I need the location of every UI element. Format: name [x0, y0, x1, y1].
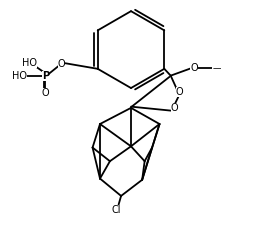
Text: O: O	[58, 60, 66, 69]
Text: —: —	[212, 64, 221, 73]
Text: HO: HO	[12, 71, 27, 81]
Text: O: O	[176, 87, 183, 97]
Text: O: O	[171, 103, 178, 113]
Text: O: O	[190, 63, 198, 73]
Text: Cl: Cl	[111, 205, 121, 215]
Text: P: P	[42, 71, 49, 81]
Text: O: O	[42, 88, 49, 98]
Text: HO: HO	[22, 58, 37, 68]
